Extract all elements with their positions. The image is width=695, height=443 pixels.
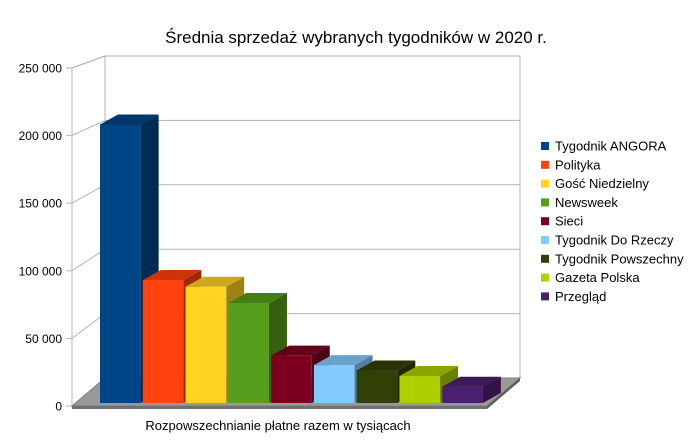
bar-front [442, 386, 483, 403]
bar-front [228, 302, 269, 403]
bar-front [399, 375, 441, 403]
bar-front [142, 279, 184, 403]
legend-item: Gość Niedzielny [541, 176, 649, 191]
legend-swatch [541, 236, 549, 244]
y-tick-label: 150 000 [19, 197, 63, 211]
gridline [71, 119, 520, 137]
legend-item: Sieci [541, 214, 583, 229]
legend-label: Gazeta Polska [555, 270, 640, 285]
legend-swatch [541, 198, 549, 207]
legend-label: Sieci [555, 214, 583, 229]
y-tick-label: 50 000 [25, 332, 62, 346]
floor-side [487, 378, 520, 409]
legend-label: Tygodnik Powszechny [555, 251, 684, 266]
legend-label: Gość Niedzielny [555, 176, 649, 191]
legend-swatch [541, 217, 549, 226]
legend-swatch [541, 254, 549, 263]
legend-item: Polityka [541, 157, 601, 172]
legend-item: Newsweek [541, 195, 618, 210]
gridline [71, 55, 520, 69]
bar-top [100, 114, 159, 125]
bar-front [185, 286, 227, 403]
bar-side [482, 376, 501, 403]
bar-top [356, 360, 416, 371]
floor-front [72, 406, 487, 409]
bar-tygodnik-powszechny [356, 360, 416, 403]
legend-label: Przegląd [555, 289, 606, 304]
legend-item: Tygodnik ANGORA [541, 139, 667, 154]
y-tick-label: 250 000 [19, 62, 63, 76]
y-tick-label: 200 000 [19, 129, 63, 143]
legend-swatch [541, 160, 549, 169]
bar-front [100, 124, 141, 403]
legend-item: Przegląd [541, 289, 606, 304]
legend-item: Tygodnik Do Rzeczy [541, 233, 674, 248]
y-tick-label: 100 000 [19, 264, 63, 278]
bar-front [356, 370, 398, 403]
bar-top [185, 276, 245, 287]
bar-top [442, 376, 501, 387]
legend-swatch [541, 179, 549, 188]
legend-item: Tygodnik Powszechny [541, 251, 684, 266]
y-axis-ticks: 0 50 000 100 000 150 000 200 000 250 000 [19, 62, 72, 414]
bar-top [399, 365, 459, 376]
legend-label: Polityka [555, 157, 601, 172]
bar-front [271, 355, 312, 403]
bar-top [313, 355, 373, 366]
legend-swatch [541, 292, 549, 301]
bar-top [142, 269, 202, 280]
x-axis-label: Rozpowszechnianie płatne razem w tysiąca… [145, 418, 410, 433]
bar-przegl-d [442, 376, 501, 403]
legend-label: Tygodnik Do Rzeczy [555, 233, 674, 248]
bar-top [271, 345, 330, 356]
bars [100, 114, 501, 403]
legend: Tygodnik ANGORA Polityka Gość Niedzielny Ne… [541, 139, 684, 304]
legend-label: Newsweek [555, 195, 618, 210]
y-tick-label: 0 [55, 400, 62, 414]
bar-top [228, 292, 287, 303]
legend-item: Gazeta Polska [541, 270, 640, 285]
legend-label: Tygodnik ANGORA [555, 139, 667, 154]
legend-swatch [541, 142, 549, 150]
chart-title: Średnia sprzedaż wybranych tygodników w … [165, 28, 547, 47]
legend-swatch [541, 273, 549, 282]
bar-front [313, 365, 355, 403]
bar-newsweek [228, 292, 287, 403]
